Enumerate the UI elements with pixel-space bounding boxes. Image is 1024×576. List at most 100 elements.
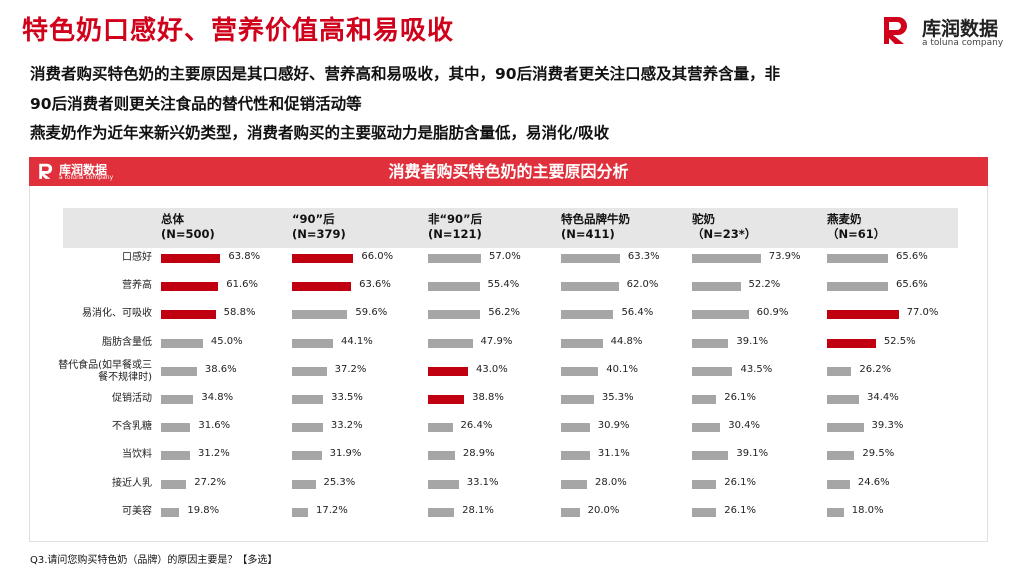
- column-header-band: [63, 208, 958, 248]
- data-label: 43.0%: [475, 363, 508, 375]
- series-header: 驼奶 （N=23*）: [692, 212, 756, 242]
- data-label: 33.2%: [330, 420, 363, 432]
- bar: [428, 451, 455, 461]
- data-label: 44.8%: [610, 335, 643, 347]
- data-label: 57.0%: [489, 251, 521, 262]
- panel-brand-sub: a toluna company: [59, 174, 114, 181]
- bar: [161, 254, 221, 263]
- series-n: (N=379): [292, 227, 346, 241]
- bar: [692, 451, 729, 461]
- series-header: 特色品牌牛奶 (N=411): [561, 212, 630, 242]
- bar: [428, 282, 480, 292]
- bar: [292, 366, 327, 376]
- data-label: 39.3%: [871, 420, 904, 432]
- bar: [161, 395, 194, 404]
- bar: [827, 338, 876, 348]
- data-label: 66.0%: [361, 251, 394, 262]
- bar: [161, 423, 191, 433]
- bar: [827, 507, 844, 517]
- data-label: 31.2%: [198, 448, 230, 460]
- data-label: 34.8%: [201, 392, 234, 403]
- data-label: 26.1%: [724, 392, 757, 403]
- series-name: 驼奶: [692, 212, 715, 226]
- category-label: 可美容: [122, 505, 152, 517]
- category-label: 促销活动: [112, 393, 152, 404]
- bar: [692, 254, 761, 263]
- category-label: 当饮料: [122, 449, 152, 461]
- data-label: 55.4%: [487, 279, 520, 291]
- series-n: （N=23*）: [692, 227, 757, 241]
- data-label: 59.6%: [355, 307, 388, 319]
- data-label: 17.2%: [315, 504, 348, 516]
- series-header: “90”后 (N=379): [292, 212, 346, 242]
- panel-logo: 库润数据 a toluna company: [37, 161, 137, 183]
- data-label: 31.9%: [329, 448, 362, 460]
- series-name: 特色品牌牛奶: [561, 212, 630, 226]
- data-label: 30.4%: [728, 420, 761, 432]
- data-label: 26.1%: [724, 476, 757, 488]
- series-header: 燕麦奶 （N=61）: [827, 212, 885, 242]
- bar: [561, 338, 603, 348]
- data-label: 73.9%: [768, 251, 801, 262]
- bar: [692, 338, 729, 348]
- data-label: 38.8%: [472, 392, 504, 403]
- bar: [692, 395, 717, 404]
- data-label: 31.1%: [597, 448, 630, 460]
- data-label: 37.2%: [334, 363, 367, 375]
- brand-r-icon: [884, 17, 907, 44]
- data-label: 26.4%: [460, 420, 493, 432]
- bar: [292, 282, 352, 292]
- panel-header: 消费者购买特色奶的主要原因分析 库润数据 a toluna company: [29, 157, 988, 186]
- bar: [827, 310, 899, 320]
- panel-r-icon: [39, 163, 53, 179]
- bar: [692, 282, 741, 292]
- data-label: 65.6%: [896, 251, 928, 262]
- bar: [161, 282, 219, 292]
- data-label: 28.0%: [595, 476, 627, 488]
- bar: [561, 254, 620, 263]
- data-label: 24.6%: [857, 476, 890, 488]
- bar: [161, 366, 197, 376]
- data-label: 77.0%: [906, 307, 939, 319]
- data-label: 33.5%: [331, 392, 363, 403]
- data-label: 29.5%: [862, 448, 895, 460]
- series-header: 非“90”后 (N=121): [428, 212, 482, 242]
- bar: [561, 395, 594, 404]
- bar: [292, 423, 323, 433]
- series-n: (N=411): [561, 227, 615, 241]
- bar: [428, 254, 481, 263]
- data-label: 52.2%: [748, 279, 781, 291]
- category-label: 接近人乳: [112, 477, 152, 489]
- bar: [428, 366, 468, 376]
- bar: [692, 423, 721, 433]
- bar: [561, 310, 614, 320]
- data-label: 26.1%: [724, 504, 757, 516]
- category-label: 易消化、可吸收: [82, 308, 152, 320]
- data-label: 26.2%: [859, 363, 892, 375]
- bar: [292, 451, 322, 461]
- page-title: 特色奶口感好、营养价值高和易吸收: [22, 16, 455, 46]
- bar: [428, 310, 481, 320]
- data-label: 52.5%: [883, 335, 916, 347]
- bar: [428, 507, 455, 517]
- bar: [692, 310, 749, 320]
- bar: [561, 423, 590, 433]
- series-name: 总体: [161, 212, 184, 226]
- category-label: 替代食品(如早餐或三餐不规律时): [58, 359, 152, 383]
- subtitle-line-1: 消费者购买特色奶的主要原因是其口感好、营养高和易吸收，其中，90后消费者更关注口…: [30, 65, 781, 83]
- series-name: 非“90”后: [428, 212, 483, 226]
- category-label: 营养高: [122, 280, 152, 292]
- data-label: 63.3%: [627, 251, 660, 262]
- bar: [161, 310, 216, 320]
- series-n: (N=500): [161, 227, 215, 241]
- bar: [827, 282, 888, 292]
- data-label: 63.8%: [228, 251, 261, 262]
- data-label: 33.1%: [466, 476, 499, 488]
- bar: [428, 479, 459, 489]
- bar: [292, 338, 333, 348]
- data-label: 28.1%: [462, 504, 494, 516]
- bar: [292, 479, 316, 489]
- data-label: 47.9%: [480, 335, 513, 347]
- data-label: 56.2%: [488, 307, 521, 319]
- brand-name: 库润数据: [922, 18, 999, 40]
